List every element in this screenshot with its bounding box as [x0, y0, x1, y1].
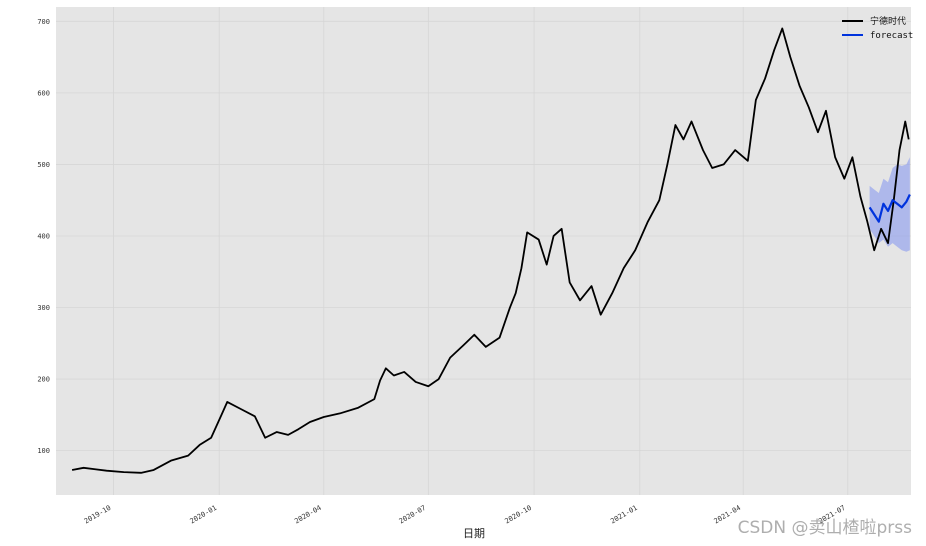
y-tick-label: 200	[37, 376, 50, 384]
x-tick-label: 2021-01	[609, 504, 639, 526]
y-tick-label: 100	[37, 447, 50, 455]
x-tick-label: 2020-10	[504, 504, 534, 526]
legend-label-0: 宁德时代	[870, 15, 906, 27]
x-tick-label: 2019-10	[83, 504, 113, 526]
x-axis-title: 日期	[463, 527, 485, 540]
legend-label-1: forecast	[870, 31, 913, 41]
series-lines	[71, 27, 911, 474]
y-tick-label: 600	[37, 89, 50, 97]
series-line-0	[71, 27, 910, 474]
x-tick-label: 2020-04	[293, 504, 323, 526]
x-axis-ticks: 2019-10 2020-01 2020-04 2020-07 2020-10 2021-…	[83, 504, 847, 526]
y-tick-label: 300	[37, 304, 50, 312]
x-tick-label: 2020-07	[398, 504, 428, 526]
x-tick-label: 2020-01	[189, 504, 219, 526]
legend: 宁德时代 forecast	[842, 15, 913, 41]
plot-background	[56, 7, 911, 495]
watermark: CSDN @卖山楂啦prss	[737, 518, 912, 538]
y-tick-label: 700	[37, 18, 50, 26]
y-tick-label: 400	[37, 232, 50, 240]
grid-lines	[56, 7, 911, 495]
y-axis-ticks: 100 200 300 400 500 600 700	[37, 18, 50, 455]
series-line-1	[868, 193, 911, 223]
y-tick-label: 500	[37, 161, 50, 169]
